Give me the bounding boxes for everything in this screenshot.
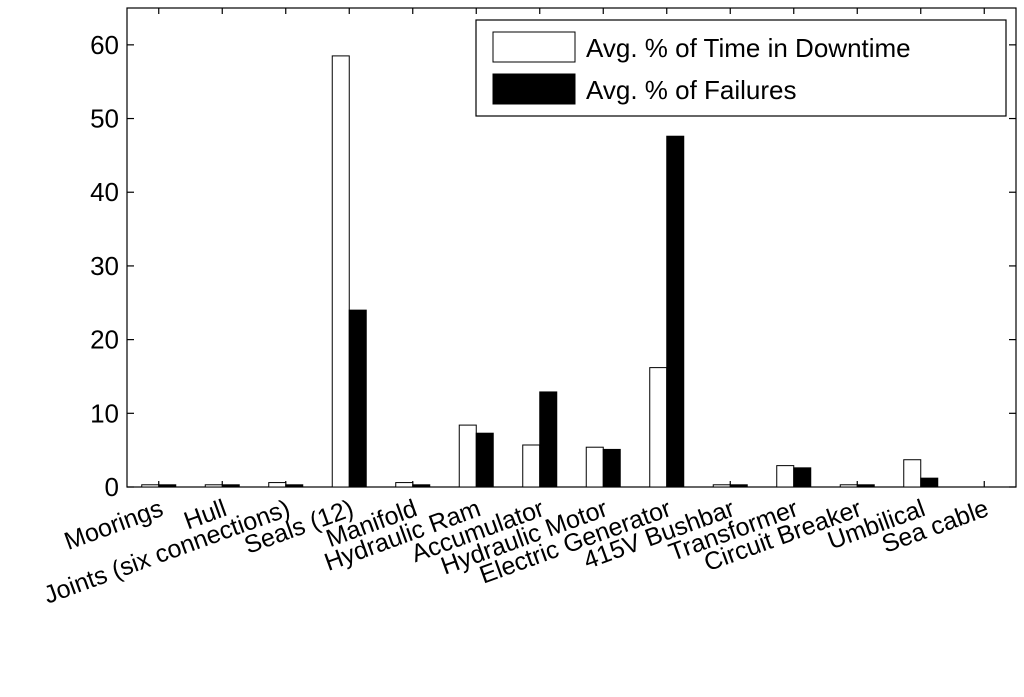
- bar-failures: [793, 467, 812, 488]
- legend-label-failures: Avg. % of Failures: [586, 75, 797, 105]
- bar-failures: [158, 484, 177, 488]
- bar-failures: [729, 484, 748, 488]
- bar-downtime: [141, 484, 160, 488]
- bar-failures: [475, 432, 494, 488]
- bar-failures: [285, 484, 304, 488]
- legend-swatch-downtime: [492, 31, 576, 63]
- bar-downtime: [839, 484, 858, 488]
- bar-downtime: [458, 424, 477, 488]
- y-tick-label: 30: [90, 251, 119, 281]
- bar-downtime: [776, 465, 795, 488]
- bar-downtime: [712, 484, 731, 488]
- bar-downtime: [585, 446, 604, 488]
- legend-label-downtime: Avg. % of Time in Downtime: [586, 33, 911, 63]
- bar-failures: [602, 448, 621, 488]
- legend: Avg. % of Time in Downtime Avg. % of Fai…: [475, 19, 1007, 117]
- bar-downtime: [204, 484, 223, 488]
- y-tick-label: 10: [90, 398, 119, 428]
- bar-failures: [666, 135, 685, 488]
- bar-failures: [856, 484, 875, 488]
- bars: [141, 55, 939, 488]
- bar-downtime: [395, 482, 414, 488]
- bar-failures: [539, 391, 558, 488]
- y-tick-label: 40: [90, 177, 119, 207]
- y-tick-label: 50: [90, 104, 119, 134]
- bar-failures: [920, 477, 939, 488]
- y-tick-label: 0: [105, 472, 119, 502]
- bar-failures: [221, 484, 240, 488]
- bar-failures: [412, 484, 431, 488]
- bar-failures: [348, 309, 367, 488]
- legend-swatch-failures: [492, 73, 576, 105]
- y-tick-labels: 0 10 20 30 40 50 60: [90, 30, 119, 502]
- y-tick-label: 60: [90, 30, 119, 60]
- bar-downtime: [268, 482, 287, 488]
- bar-downtime: [903, 459, 922, 488]
- bar-downtime: [649, 367, 668, 488]
- bar-downtime: [522, 444, 541, 488]
- y-tick-label: 20: [90, 325, 119, 355]
- bar-downtime: [331, 55, 350, 488]
